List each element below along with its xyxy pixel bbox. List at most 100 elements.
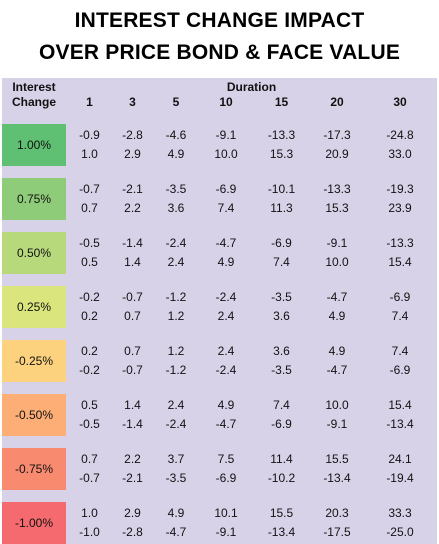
value-cell: 2.2 bbox=[124, 201, 141, 215]
duration-column-3: 3 bbox=[129, 95, 136, 109]
value-cell: 4.9 bbox=[167, 506, 185, 520]
value-cell: 23.9 bbox=[388, 201, 412, 215]
row-separator bbox=[2, 436, 437, 448]
value-cell: 4.9 bbox=[167, 147, 185, 161]
value-cell: 1.4 bbox=[124, 398, 141, 412]
value-cell: -9.1 bbox=[326, 236, 348, 250]
value-cell: -6.9 bbox=[389, 290, 411, 304]
row-block bbox=[66, 286, 437, 328]
value-cell: 7.4 bbox=[391, 309, 409, 323]
value-cell: -6.9 bbox=[215, 471, 237, 485]
value-cell: -4.7 bbox=[165, 525, 187, 539]
interest-change-cell: 1.00% bbox=[2, 124, 66, 166]
value-cell: -2.4 bbox=[215, 363, 237, 377]
value-cell: -9.1 bbox=[326, 417, 348, 431]
value-cell: -2.4 bbox=[215, 290, 237, 304]
value-cell: 2.4 bbox=[217, 309, 235, 323]
value-cell: -17.3 bbox=[323, 128, 351, 142]
value-cell: -2.4 bbox=[165, 417, 187, 431]
value-cell: -1.0 bbox=[79, 525, 100, 539]
value-cell: 0.2 bbox=[81, 309, 98, 323]
value-cell: 0.7 bbox=[124, 309, 141, 323]
row-block bbox=[66, 340, 437, 382]
value-cell: -0.2 bbox=[79, 363, 100, 377]
row-block bbox=[66, 232, 437, 274]
row-block bbox=[66, 448, 437, 490]
value-cell: -4.7 bbox=[326, 363, 348, 377]
interest-change-header-line2: Change bbox=[11, 95, 56, 109]
value-cell: -0.7 bbox=[122, 363, 143, 377]
value-cell: 15.3 bbox=[269, 147, 294, 161]
value-cell: 0.5 bbox=[81, 255, 98, 269]
value-cell: -10.2 bbox=[267, 471, 296, 485]
duration-column-1: 1 bbox=[86, 95, 93, 109]
value-cell: 0.5 bbox=[81, 398, 98, 412]
value-cell: 2.4 bbox=[167, 398, 185, 412]
value-cell: -4.6 bbox=[165, 128, 187, 142]
value-cell: -0.5 bbox=[79, 417, 100, 431]
duration-column-30: 30 bbox=[393, 95, 407, 109]
interest-change-cell: 0.50% bbox=[2, 232, 66, 274]
row-separator bbox=[2, 112, 437, 124]
row-separator bbox=[2, 382, 437, 394]
value-cell: -17.5 bbox=[323, 525, 351, 539]
value-cell: 2.9 bbox=[124, 506, 141, 520]
duration-column-20: 20 bbox=[330, 95, 344, 109]
interest-change-header-line1: Interest bbox=[12, 80, 56, 94]
value-cell: 11.4 bbox=[270, 452, 293, 466]
value-cell: -3.5 bbox=[271, 290, 292, 304]
duration-column-5: 5 bbox=[172, 95, 180, 109]
value-cell: -2.8 bbox=[122, 525, 143, 539]
table-header bbox=[2, 78, 437, 112]
value-cell: -13.3 bbox=[386, 236, 414, 250]
value-cell: -6.9 bbox=[271, 417, 292, 431]
value-cell: -13.3 bbox=[267, 128, 296, 142]
row-separator bbox=[2, 166, 437, 178]
value-cell: 3.7 bbox=[167, 452, 185, 466]
value-cell: -4.7 bbox=[215, 236, 237, 250]
value-cell: 3.6 bbox=[273, 309, 290, 323]
value-cell: -10.1 bbox=[267, 182, 296, 196]
interest-change-cell: 0.75% bbox=[2, 178, 66, 220]
value-cell: -4.7 bbox=[326, 290, 348, 304]
value-cell: -6.9 bbox=[271, 236, 292, 250]
value-cell: -3.5 bbox=[165, 182, 187, 196]
value-cell: -6.9 bbox=[389, 363, 411, 377]
value-cell: -0.7 bbox=[79, 182, 100, 196]
value-cell: -3.5 bbox=[271, 363, 292, 377]
interest-change-cell: -1.00% bbox=[2, 502, 66, 544]
row-separator bbox=[2, 274, 437, 286]
interest-change-cell: -0.50% bbox=[2, 394, 66, 436]
value-cell: 3.6 bbox=[167, 201, 185, 215]
value-cell: 2.4 bbox=[217, 344, 235, 358]
value-cell: -0.2 bbox=[79, 290, 100, 304]
row-block bbox=[66, 394, 437, 436]
value-cell: 7.5 bbox=[217, 452, 235, 466]
value-cell: 2.2 bbox=[124, 452, 141, 466]
value-cell: 4.9 bbox=[217, 255, 235, 269]
value-cell: 1.0 bbox=[81, 147, 98, 161]
value-cell: 11.3 bbox=[270, 201, 293, 215]
value-cell: 0.7 bbox=[81, 201, 98, 215]
row-separator bbox=[2, 490, 437, 502]
value-cell: 15.5 bbox=[325, 452, 349, 466]
impact-table: Interest Change Duration 1 3 5 10 15 20 30 1.00% -0… bbox=[2, 78, 437, 544]
value-cell: -6.9 bbox=[215, 182, 237, 196]
value-cell: 4.9 bbox=[328, 344, 346, 358]
value-cell: -0.7 bbox=[79, 471, 100, 485]
value-cell: 1.2 bbox=[167, 344, 185, 358]
value-cell: 4.9 bbox=[328, 309, 346, 323]
value-cell: 3.6 bbox=[273, 344, 290, 358]
value-cell: 1.0 bbox=[81, 506, 98, 520]
value-cell: 2.4 bbox=[167, 255, 185, 269]
value-cell: 15.4 bbox=[388, 398, 412, 412]
value-cell: 15.4 bbox=[388, 255, 412, 269]
value-cell: -13.4 bbox=[323, 471, 351, 485]
value-cell: -24.8 bbox=[386, 128, 414, 142]
value-cell: -2.1 bbox=[122, 182, 143, 196]
value-cell: -2.4 bbox=[165, 236, 187, 250]
value-cell: 2.9 bbox=[124, 147, 141, 161]
value-cell: 7.4 bbox=[391, 344, 409, 358]
value-cell: 10.0 bbox=[325, 398, 349, 412]
value-cell: -9.1 bbox=[215, 128, 237, 142]
